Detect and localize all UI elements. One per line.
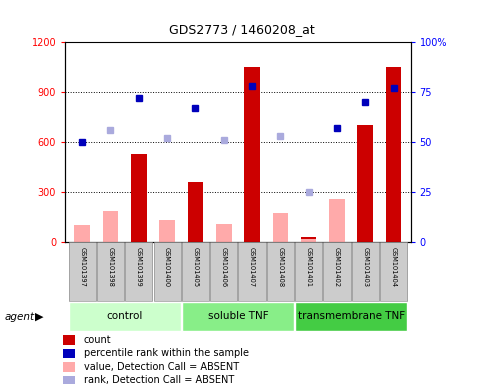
Text: count: count xyxy=(84,335,111,345)
Text: GSM101408: GSM101408 xyxy=(277,247,284,287)
Text: GSM101401: GSM101401 xyxy=(306,247,312,287)
Bar xyxy=(69,302,181,331)
Bar xyxy=(63,335,75,344)
Text: GSM101407: GSM101407 xyxy=(249,247,255,287)
Bar xyxy=(239,242,266,301)
Text: GSM101397: GSM101397 xyxy=(79,247,85,286)
Bar xyxy=(210,242,237,301)
Bar xyxy=(74,225,90,242)
Bar xyxy=(63,349,75,358)
Bar xyxy=(63,376,75,384)
Bar xyxy=(323,242,351,301)
Bar xyxy=(244,67,260,242)
Text: GSM101402: GSM101402 xyxy=(334,247,340,287)
Bar xyxy=(97,242,124,301)
Bar xyxy=(386,67,401,242)
Bar xyxy=(187,182,203,242)
Text: agent: agent xyxy=(5,312,35,322)
Bar xyxy=(352,242,379,301)
Bar xyxy=(301,237,316,242)
Text: GSM101398: GSM101398 xyxy=(108,247,114,286)
Text: GSM101400: GSM101400 xyxy=(164,247,170,287)
Bar xyxy=(131,154,146,242)
Text: ▶: ▶ xyxy=(35,312,44,322)
Text: control: control xyxy=(106,311,143,321)
Bar xyxy=(301,238,316,242)
Text: GSM101405: GSM101405 xyxy=(192,247,199,287)
Bar xyxy=(295,302,407,331)
Text: GSM101406: GSM101406 xyxy=(221,247,227,287)
Bar xyxy=(267,242,294,301)
Text: value, Detection Call = ABSENT: value, Detection Call = ABSENT xyxy=(84,362,239,372)
Bar xyxy=(125,242,153,301)
Text: soluble TNF: soluble TNF xyxy=(208,311,268,321)
Bar xyxy=(182,302,294,331)
Text: GSM101399: GSM101399 xyxy=(136,247,142,286)
Bar xyxy=(103,211,118,242)
Bar xyxy=(216,223,231,242)
Text: GDS2773 / 1460208_at: GDS2773 / 1460208_at xyxy=(169,23,314,36)
Bar xyxy=(295,242,322,301)
Bar xyxy=(357,126,373,242)
Bar xyxy=(329,200,345,242)
Text: rank, Detection Call = ABSENT: rank, Detection Call = ABSENT xyxy=(84,376,234,384)
Bar xyxy=(159,220,175,242)
Bar xyxy=(63,362,75,372)
Bar xyxy=(182,242,209,301)
Bar xyxy=(272,213,288,242)
Text: percentile rank within the sample: percentile rank within the sample xyxy=(84,348,249,358)
Bar xyxy=(154,242,181,301)
Text: GSM101404: GSM101404 xyxy=(391,247,397,287)
Text: transmembrane TNF: transmembrane TNF xyxy=(298,311,405,321)
Bar xyxy=(69,242,96,301)
Text: GSM101403: GSM101403 xyxy=(362,247,368,287)
Bar xyxy=(380,242,407,301)
